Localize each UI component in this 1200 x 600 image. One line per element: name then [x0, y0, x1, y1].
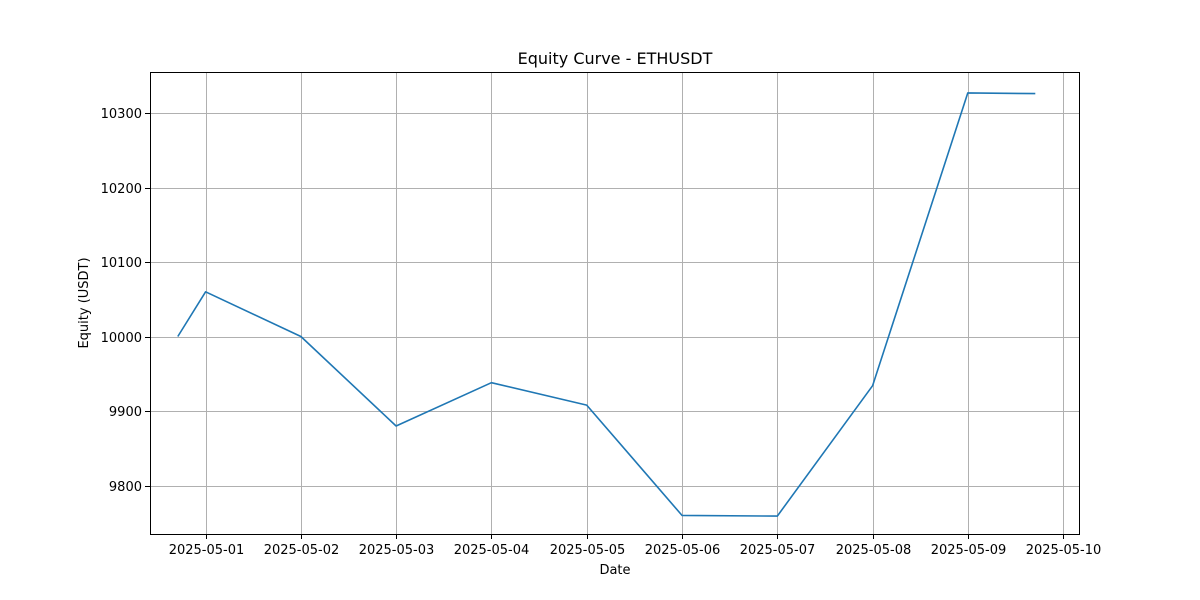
- x-tick-label: 2025-05-03: [359, 543, 435, 558]
- x-tick-label: 2025-05-09: [931, 543, 1007, 558]
- x-tick-label: 2025-05-07: [740, 543, 816, 558]
- x-tick-label: 2025-05-10: [1026, 543, 1102, 558]
- x-tick-label: 2025-05-05: [550, 543, 626, 558]
- y-tick-label: 10200: [101, 182, 142, 197]
- x-axis-label: Date: [599, 563, 630, 578]
- x-tick-label: 2025-05-01: [169, 543, 245, 558]
- x-tick-label: 2025-05-08: [836, 543, 912, 558]
- x-axis-ticks: 2025-05-01 2025-05-02 2025-05-03 2025-05-04…: [169, 534, 1102, 558]
- y-axis-ticks: 9800 9900 10000 10100 10200 10300: [101, 107, 150, 495]
- x-tick-label: 2025-05-02: [264, 543, 340, 558]
- y-tick-label: 9900: [109, 405, 142, 420]
- series-layer: [177, 92, 1036, 517]
- chart-title: Equity Curve - ETHUSDT: [518, 49, 713, 68]
- x-tick-label: 2025-05-04: [454, 543, 530, 558]
- y-tick-label: 10300: [101, 107, 142, 122]
- y-tick-label: 10000: [101, 331, 142, 346]
- y-axis-label: Equity (USDT): [77, 257, 92, 348]
- y-tick-label: 10100: [101, 256, 142, 271]
- grid: [150, 72, 1079, 534]
- x-tick-label: 2025-05-06: [645, 543, 721, 558]
- y-tick-label: 9800: [109, 480, 142, 495]
- equity-series-line: [177, 92, 1036, 517]
- plot-frame: [150, 72, 1080, 535]
